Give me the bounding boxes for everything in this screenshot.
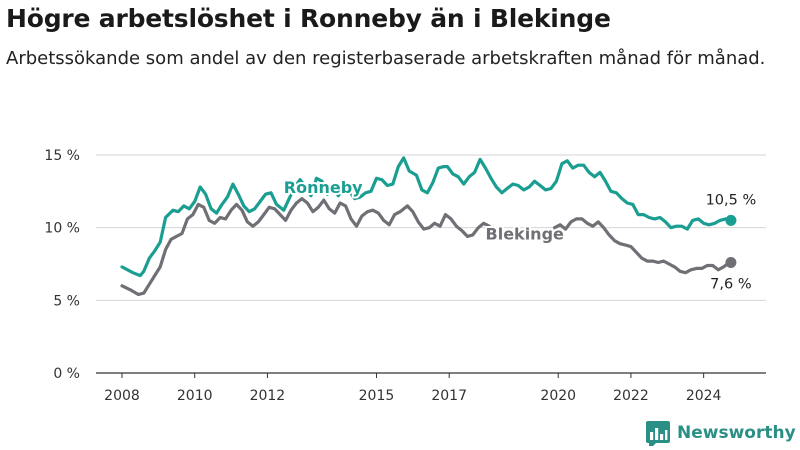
axes: 0 % 5 % 10 % 15 % 2008 2010 2012 2015 2017 2020 20… (44, 148, 766, 404)
x-tick-label: 2020 (540, 388, 576, 404)
chart-subtitle: Arbetssökande som andel av den registerb… (6, 48, 766, 69)
blekinge-end-marker (725, 257, 737, 269)
x-tick-label: 2008 (104, 388, 140, 404)
ronneby-end-marker (725, 214, 737, 226)
series-lines (120, 156, 737, 297)
y-tick-label: 10 % (44, 221, 80, 237)
x-tick-label: 2017 (431, 388, 467, 404)
y-tick-label: 0 % (53, 366, 80, 382)
brand-logo: Newsworthy (645, 420, 796, 446)
chart-title: Högre arbetslöshet i Ronneby än i Blekin… (6, 4, 611, 33)
blekinge-label: Blekinge (486, 224, 565, 243)
brand-name: Newsworthy (677, 423, 796, 443)
x-tick-label: 2012 (250, 388, 286, 404)
y-tick-label: 15 % (44, 148, 80, 164)
x-tick-label: 2010 (177, 388, 213, 404)
ronneby-label: Ronneby (284, 178, 363, 197)
newsworthy-logo-icon (646, 421, 670, 446)
x-tick-label: 2022 (613, 388, 649, 404)
blekinge-line-segment (120, 197, 491, 297)
x-tick-label: 2015 (359, 388, 395, 404)
ronneby-end-value: 10,5 % (706, 192, 757, 208)
blekinge-end-value: 7,6 % (710, 277, 751, 293)
labels: Ronneby Blekinge 10,5 % 7,6 % (282, 176, 757, 293)
ronneby-line (120, 156, 733, 278)
y-tick-label: 5 % (53, 293, 80, 309)
x-tick-label: 2024 (686, 388, 722, 404)
blekinge-line-segment (553, 217, 733, 275)
